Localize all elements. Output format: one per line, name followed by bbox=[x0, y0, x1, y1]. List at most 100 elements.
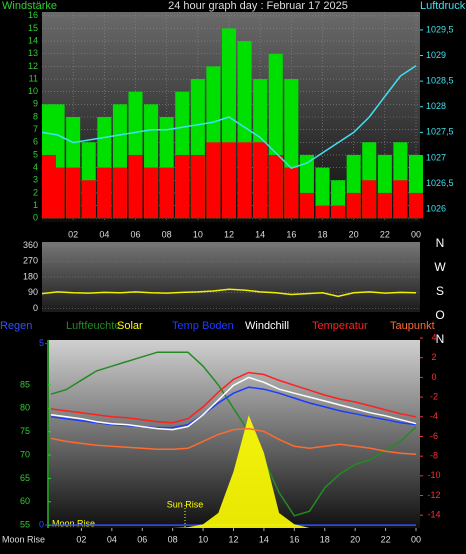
bar bbox=[159, 167, 174, 219]
y-tick-label: 65 bbox=[20, 473, 30, 483]
legend-entry: Luftfeuchte bbox=[66, 320, 120, 332]
x-tick-label: 22 bbox=[380, 229, 390, 239]
compass-label: N bbox=[436, 332, 445, 346]
bar bbox=[144, 167, 159, 219]
bar bbox=[393, 180, 408, 219]
compass-label: O bbox=[435, 308, 444, 322]
y3-tick-label: 0 bbox=[39, 519, 44, 529]
bar bbox=[408, 192, 424, 219]
y-tick-label: 14 bbox=[28, 35, 38, 45]
series-line bbox=[50, 371, 417, 424]
x-tick-label: 08 bbox=[168, 534, 178, 544]
x-tick-label: 22 bbox=[381, 534, 391, 544]
bar bbox=[206, 142, 221, 219]
y2-tick-label: -10 bbox=[427, 470, 440, 480]
x-tick-label: 10 bbox=[193, 229, 203, 239]
compass-label: S bbox=[436, 284, 444, 298]
y2-tick-label: -14 bbox=[427, 510, 440, 520]
series-line bbox=[50, 351, 417, 517]
y-tick-label: 1 bbox=[33, 200, 38, 210]
x-tick-label: 12 bbox=[228, 534, 238, 544]
chart-title: 24 hour graph day : Februar 17 2025 bbox=[168, 0, 348, 12]
bar bbox=[284, 167, 299, 219]
y2-tick-label: 0 bbox=[431, 372, 436, 382]
legend-entry: Temperatur bbox=[312, 320, 368, 332]
y-tick-label: 7 bbox=[33, 124, 38, 134]
y-tick-label: 11 bbox=[29, 73, 38, 83]
y-tick-label: 13 bbox=[28, 48, 38, 58]
bar bbox=[237, 142, 252, 219]
bar bbox=[315, 205, 330, 219]
x-tick-label: 14 bbox=[255, 229, 265, 239]
y-tick-label: 90 bbox=[28, 287, 38, 297]
compass-label: W bbox=[434, 260, 446, 274]
y2-tick-label: -12 bbox=[427, 490, 440, 500]
y2-tick-label: 1027,5 bbox=[426, 127, 454, 137]
x-tick-label: 04 bbox=[107, 534, 117, 544]
y2-tick-label: 1026 bbox=[426, 204, 446, 214]
x-tick-label: 06 bbox=[130, 229, 140, 239]
y-tick-label: 85 bbox=[20, 379, 30, 389]
bar bbox=[221, 142, 237, 219]
x-tick-label: 18 bbox=[320, 534, 330, 544]
bar bbox=[81, 180, 96, 219]
bar bbox=[346, 192, 361, 219]
legend-entry: Regen bbox=[0, 320, 32, 332]
y2-tick-label: -4 bbox=[430, 411, 438, 421]
y-tick-label: 9 bbox=[33, 99, 38, 109]
bar bbox=[268, 154, 283, 219]
legend-entry: Temp Boden bbox=[172, 320, 234, 332]
legend-entry: Taupunkt bbox=[390, 320, 435, 332]
bar bbox=[97, 167, 112, 219]
x-tick-label: 18 bbox=[317, 229, 327, 239]
y2-tick-label: 1026,5 bbox=[426, 178, 454, 188]
y-tick-label: 12 bbox=[28, 61, 38, 71]
y2-tick-label: 1028 bbox=[426, 101, 446, 111]
y-tick-label: 180 bbox=[23, 271, 38, 281]
series-line bbox=[41, 65, 417, 170]
legend-entry: Windchill bbox=[245, 320, 289, 332]
x-tick-label: 06 bbox=[137, 534, 147, 544]
y-tick-label: 2 bbox=[33, 187, 38, 197]
series-line bbox=[50, 376, 417, 431]
y-tick-label: 0 bbox=[33, 213, 38, 223]
y2-tick-label: 1029 bbox=[426, 50, 446, 60]
bar bbox=[128, 154, 143, 219]
y-tick-label: 5 bbox=[33, 149, 38, 159]
series-line bbox=[50, 386, 417, 429]
bar bbox=[253, 142, 268, 219]
annotation: Moon Rise bbox=[2, 534, 45, 544]
y2-tick-label: 1028,5 bbox=[426, 76, 454, 86]
y-tick-label: 55 bbox=[20, 520, 30, 530]
series-line bbox=[50, 427, 417, 455]
y-tick-label: 80 bbox=[20, 403, 30, 413]
bar bbox=[331, 205, 346, 219]
y2-tick-label: -6 bbox=[430, 431, 438, 441]
bar bbox=[190, 154, 205, 219]
y-tick-label: 3 bbox=[33, 175, 38, 185]
y-tick-label: 10 bbox=[28, 86, 38, 96]
legend-entry: Solar bbox=[117, 320, 143, 332]
x-tick-label: 00 bbox=[411, 229, 421, 239]
bar bbox=[299, 192, 314, 219]
x-tick-label: 10 bbox=[198, 534, 208, 544]
y-tick-label: 8 bbox=[33, 111, 38, 121]
bar bbox=[112, 167, 127, 219]
x-tick-label: 14 bbox=[259, 534, 269, 544]
x-tick-label: 02 bbox=[76, 534, 86, 544]
x-tick-label: 20 bbox=[350, 534, 360, 544]
compass-label: N bbox=[436, 236, 445, 250]
bar bbox=[377, 192, 392, 219]
x-tick-label: 16 bbox=[289, 534, 299, 544]
annotation: Sun Rise bbox=[167, 499, 204, 509]
y-tick-label: 4 bbox=[33, 162, 38, 172]
y-axis-title: Windstärke bbox=[2, 0, 57, 12]
y2-tick-label: 4 bbox=[431, 332, 436, 342]
y-tick-label: 16 bbox=[28, 10, 38, 20]
y-tick-label: 15 bbox=[28, 23, 38, 33]
y3-tick-label: 5 bbox=[39, 338, 44, 348]
y2-tick-label: 2 bbox=[431, 352, 436, 362]
y2-axis-title: Luftdruck bbox=[420, 0, 466, 12]
x-tick-label: 12 bbox=[224, 229, 234, 239]
bar bbox=[362, 180, 377, 219]
